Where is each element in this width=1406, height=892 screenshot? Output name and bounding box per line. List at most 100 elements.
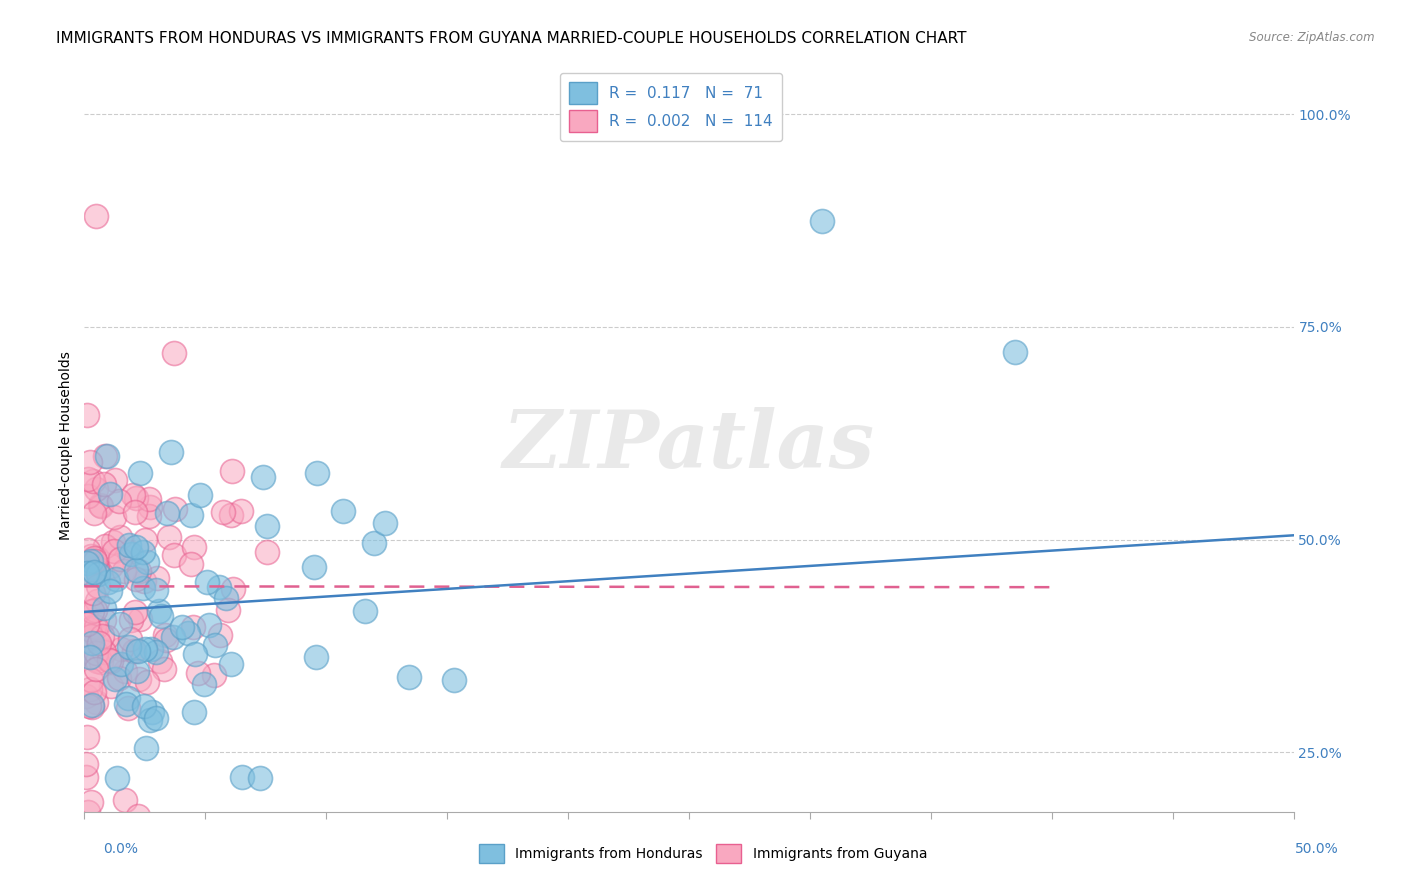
Point <box>219 508 242 522</box>
Point <box>141 642 163 657</box>
Point <box>155 633 177 648</box>
Point <box>145 645 167 659</box>
Point <box>108 494 131 508</box>
Point <box>89 498 111 512</box>
Text: ZIPatlas: ZIPatlas <box>503 408 875 484</box>
Point <box>170 620 193 634</box>
Point <box>80 629 103 643</box>
Point <box>195 574 218 589</box>
Point <box>80 673 103 687</box>
Point <box>1004 345 1026 359</box>
Point <box>162 630 184 644</box>
Point <box>91 629 114 643</box>
Point <box>208 627 231 641</box>
Point <box>141 706 163 720</box>
Point <box>332 504 354 518</box>
Point <box>75 632 97 647</box>
Point <box>86 550 108 565</box>
Point <box>217 603 239 617</box>
Text: 0.0%: 0.0% <box>103 842 138 856</box>
Point <box>125 563 148 577</box>
Point <box>84 620 107 634</box>
Point <box>219 657 242 672</box>
Point <box>80 604 103 618</box>
Point <box>215 591 238 605</box>
Point <box>207 580 229 594</box>
Point <box>122 643 145 657</box>
Point <box>150 609 173 624</box>
Point <box>79 698 101 713</box>
Point <box>134 642 156 657</box>
Point <box>149 655 172 669</box>
Point <box>118 545 141 559</box>
Point <box>398 670 420 684</box>
Point <box>83 506 105 520</box>
Point <box>134 533 156 547</box>
Point <box>135 740 157 755</box>
Point <box>84 652 107 666</box>
Point <box>121 487 143 501</box>
Point <box>79 682 101 697</box>
Point <box>84 482 107 496</box>
Point <box>84 554 107 568</box>
Point <box>101 535 124 549</box>
Point <box>87 566 110 580</box>
Point <box>124 605 146 619</box>
Point <box>811 213 834 227</box>
Legend: R =  0.117   N =  71, R =  0.002   N =  114: R = 0.117 N = 71, R = 0.002 N = 114 <box>560 73 782 141</box>
Point <box>118 538 141 552</box>
Point <box>125 491 148 505</box>
Point <box>84 695 107 709</box>
Legend: Immigrants from Honduras, Immigrants from Guyana: Immigrants from Honduras, Immigrants fro… <box>474 838 932 869</box>
Point <box>76 556 98 570</box>
Point <box>153 662 176 676</box>
Point <box>80 700 103 714</box>
Point <box>181 620 204 634</box>
Point <box>180 557 202 571</box>
Point <box>135 674 157 689</box>
Point <box>124 505 146 519</box>
Y-axis label: Married-couple Households: Married-couple Households <box>59 351 73 541</box>
Point <box>212 505 235 519</box>
Point <box>80 795 103 809</box>
Point <box>97 574 120 589</box>
Point <box>302 559 325 574</box>
Point <box>129 467 152 481</box>
Point <box>84 647 107 661</box>
Point <box>90 655 112 669</box>
Point <box>110 657 132 671</box>
Point <box>157 530 180 544</box>
Point <box>187 665 209 680</box>
Point <box>122 644 145 658</box>
Point <box>112 564 135 578</box>
Point <box>117 701 139 715</box>
Point <box>100 559 122 574</box>
Point <box>202 668 225 682</box>
Point <box>77 622 100 636</box>
Point <box>125 572 148 586</box>
Point <box>252 470 274 484</box>
Point <box>86 210 108 224</box>
Point <box>110 552 132 566</box>
Point <box>443 673 465 687</box>
Point <box>86 654 108 668</box>
Point <box>155 507 177 521</box>
Point <box>82 474 104 488</box>
Point <box>117 691 139 706</box>
Point <box>193 676 215 690</box>
Point <box>160 445 183 459</box>
Point <box>229 504 252 518</box>
Point <box>249 771 271 785</box>
Point <box>110 642 132 657</box>
Point <box>93 477 115 491</box>
Point <box>132 574 155 588</box>
Point <box>91 643 114 657</box>
Point <box>86 561 108 575</box>
Point <box>183 705 205 719</box>
Point <box>76 617 98 632</box>
Point <box>87 567 110 582</box>
Point <box>131 581 153 595</box>
Point <box>183 540 205 554</box>
Point <box>103 544 125 558</box>
Point <box>87 636 110 650</box>
